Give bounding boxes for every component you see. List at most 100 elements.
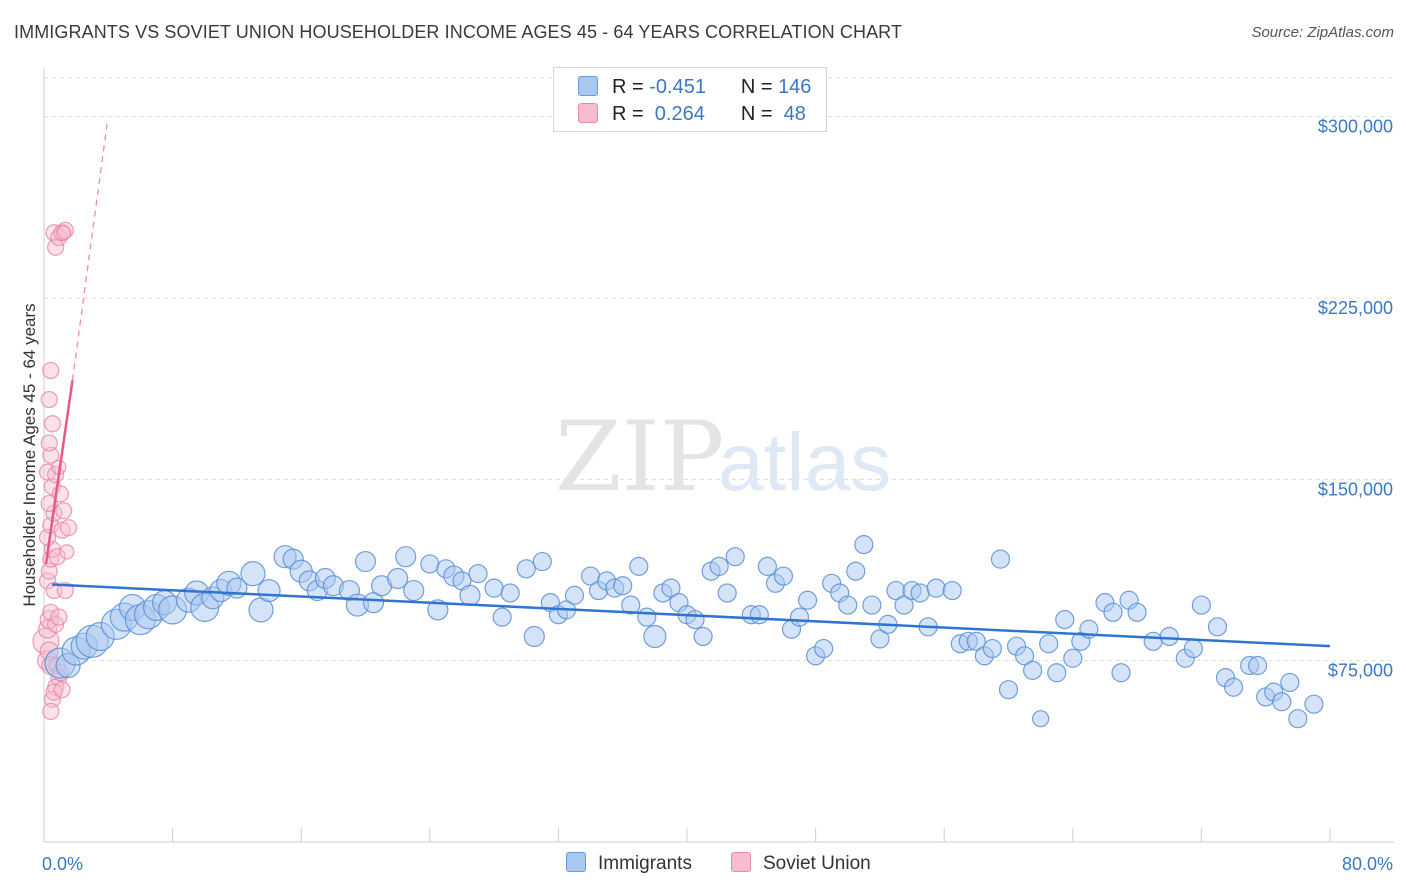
immigrants-point: [484, 578, 504, 598]
immigrants-point: [1280, 672, 1300, 693]
soviet-union-point: [40, 390, 58, 409]
immigrants-point: [516, 559, 536, 579]
bottom-legend-swatch-soviet: [731, 852, 751, 872]
legend-row-soviet: R = 0.264 N = 48: [578, 103, 806, 127]
immigrants-point: [500, 583, 520, 603]
immigrants-point: [862, 595, 882, 615]
immigrants-point: [814, 638, 834, 659]
immigrants-point: [257, 578, 281, 603]
immigrants-point: [420, 554, 440, 574]
immigrants-point: [942, 580, 962, 601]
immigrants-point: [1272, 692, 1292, 712]
soviet-union-point: [56, 225, 72, 241]
soviet-union-point: [42, 361, 60, 380]
immigrants-point: [1159, 626, 1179, 647]
immigrants-point: [693, 626, 713, 647]
immigrants-point: [709, 556, 729, 576]
soviet-union-trend-extension: [71, 123, 108, 381]
soviet-union-point: [42, 702, 60, 721]
immigrants-point: [1111, 663, 1131, 683]
immigrants-point: [838, 595, 858, 615]
soviet-union-point: [40, 434, 58, 452]
immigrants-point: [468, 564, 488, 584]
legend-swatch-immigrants: [578, 76, 598, 96]
immigrants-point: [749, 605, 769, 625]
immigrants-point: [643, 624, 667, 649]
soviet-union-point: [59, 544, 75, 560]
immigrants-point: [532, 551, 552, 572]
immigrants-point: [661, 578, 681, 598]
y-tick-label: $300,000: [1318, 117, 1393, 137]
immigrants-point: [998, 680, 1019, 700]
immigrants-point: [613, 576, 633, 596]
legend-r-label: R =: [612, 76, 644, 98]
soviet-union-trend-line: [44, 380, 74, 565]
immigrants-point: [1304, 694, 1324, 714]
immigrants-point: [637, 607, 657, 627]
bottom-legend-label: Soviet Union: [763, 853, 871, 874]
x-tick-label: 0.0%: [42, 854, 83, 874]
immigrants-point: [564, 585, 585, 605]
immigrants-point: [1039, 634, 1059, 654]
soviet-union-point: [48, 548, 66, 566]
immigrants-point: [403, 579, 425, 602]
immigrants-point: [459, 584, 481, 606]
x-tick-label: 80.0%: [1342, 854, 1393, 874]
immigrants-point: [1047, 663, 1067, 683]
immigrants-point: [1183, 638, 1203, 659]
immigrants-trend-line: [51, 583, 1331, 648]
legend-n-label: N =: [740, 76, 773, 98]
immigrants-point: [894, 595, 914, 615]
legend-r-label: R =: [612, 103, 644, 125]
immigrants-point: [1055, 609, 1075, 630]
immigrants-point: [757, 556, 777, 576]
legend-r-value: -0.451: [649, 76, 706, 98]
immigrants-point: [1288, 709, 1308, 729]
immigrants-point: [354, 550, 377, 573]
immigrants-point: [1207, 617, 1228, 637]
immigrants-point: [854, 535, 874, 555]
correlation-legend: R = -0.451 N = 146 R = 0.264 N = 48: [553, 67, 827, 132]
trend-lines: [44, 123, 1331, 648]
immigrants-point: [1063, 648, 1083, 668]
immigrants-point: [621, 595, 641, 615]
immigrants-point: [492, 607, 512, 627]
immigrants-point: [427, 599, 449, 621]
immigrants-point: [1191, 595, 1212, 615]
immigrants-point: [717, 583, 737, 603]
immigrants-point: [240, 561, 266, 587]
tick-labels: $75,000 $150,000 $225,000 $300,000 0.0% 80.0%: [42, 117, 1393, 874]
y-tick-label: $75,000: [1328, 661, 1393, 681]
soviet-union-point: [50, 608, 68, 626]
immigrants-point: [789, 607, 810, 627]
immigrants-point: [395, 546, 417, 568]
immigrants-point: [797, 590, 818, 610]
immigrants-point: [1103, 602, 1123, 622]
immigrants-point: [1014, 646, 1035, 666]
legend-n-value: 146: [778, 76, 812, 98]
immigrants-point: [870, 629, 890, 649]
legend-r-value: 0.264: [649, 103, 705, 125]
immigrants-point: [1023, 660, 1043, 680]
soviet-union-point: [53, 681, 71, 699]
immigrants-point: [685, 609, 705, 630]
immigrants-point: [523, 625, 545, 648]
immigrants-point: [982, 638, 1003, 659]
y-tick-label: $150,000: [1318, 479, 1393, 499]
legend-n-value: 48: [778, 103, 806, 125]
bottom-legend-label: Immigrants: [598, 853, 692, 874]
soviet-union-point: [59, 519, 78, 537]
immigrants-point: [629, 556, 649, 576]
immigrants-point: [910, 583, 930, 603]
axes: [43, 68, 1394, 843]
immigrants-point: [966, 631, 986, 651]
immigrants-point: [1127, 602, 1147, 622]
immigrants-point: [1248, 655, 1268, 676]
y-tick-label: $225,000: [1318, 298, 1393, 318]
immigrants-points: [44, 535, 1324, 729]
immigrants-point: [387, 567, 409, 590]
immigrants-point: [846, 561, 866, 581]
immigrants-point: [926, 578, 946, 598]
watermark-zip: ZIP: [555, 401, 724, 513]
